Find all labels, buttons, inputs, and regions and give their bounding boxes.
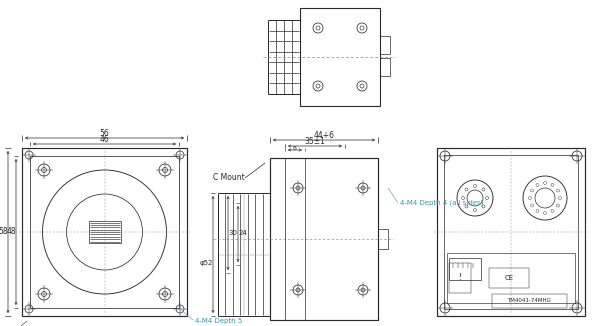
Bar (492, 294, 567, 308)
Bar (437, 148, 585, 316)
Text: 8: 8 (293, 145, 297, 151)
Bar (489, 268, 529, 288)
Bar (380, 58, 390, 76)
Text: 56: 56 (100, 128, 109, 138)
Text: 46: 46 (100, 135, 109, 143)
Bar (444, 155, 578, 309)
Bar (380, 36, 390, 54)
Bar (22, 148, 187, 316)
Text: 48: 48 (6, 228, 16, 236)
Text: φ52: φ52 (199, 259, 213, 265)
Text: !: ! (459, 274, 462, 283)
Text: 4-M4 Depth 4 (all sides): 4-M4 Depth 4 (all sides) (400, 200, 483, 206)
Bar (449, 263, 471, 293)
Text: 30: 30 (228, 230, 237, 236)
Bar (89, 221, 121, 243)
Bar (378, 229, 388, 249)
Bar (270, 158, 378, 320)
Text: 24: 24 (239, 230, 248, 236)
Text: CE: CE (505, 275, 514, 281)
Text: 35±1: 35±1 (304, 137, 325, 145)
Text: 58: 58 (0, 228, 8, 236)
Bar (300, 8, 380, 106)
Text: 44+6: 44+6 (313, 130, 334, 140)
Bar (447, 253, 575, 303)
Text: C Mount: C Mount (213, 173, 245, 183)
Bar (449, 258, 481, 280)
Bar (30, 156, 179, 308)
Text: 4-M4 Depth 5: 4-M4 Depth 5 (195, 318, 242, 324)
Text: TM4041-74MHG: TM4041-74MHG (507, 299, 551, 304)
